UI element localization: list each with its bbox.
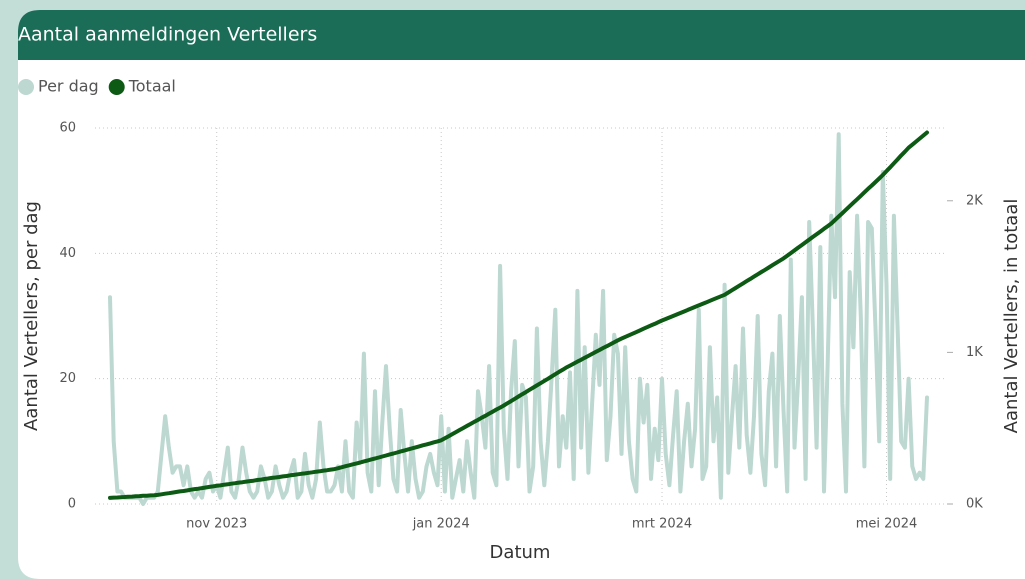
y-tick-label: 0 — [68, 497, 76, 512]
y-tick-label: 20 — [59, 371, 76, 386]
y-tick-label: 40 — [59, 246, 76, 261]
legend-marker — [18, 79, 34, 95]
x-tick-label: nov 2023 — [186, 517, 247, 532]
y2-tick-label: 0K — [966, 497, 983, 512]
legend-label: Totaal — [128, 77, 176, 96]
series-line — [108, 132, 929, 506]
y2-axis-title: Aantal Vertellers, in totaal — [1001, 199, 1022, 434]
y-axis-title: Aantal Vertellers, per dag — [21, 201, 42, 431]
y2-tick-label: 1K — [966, 345, 983, 360]
legend-label: Per dag — [38, 77, 99, 96]
x-axis-title: Datum — [490, 542, 551, 563]
series-line — [108, 130, 929, 500]
header-bar — [18, 10, 1025, 60]
y2-tick-label: 2K — [966, 193, 983, 208]
legend-marker — [108, 79, 125, 95]
x-tick-label: mei 2024 — [856, 517, 918, 532]
chart-title: Aantal aanmeldingen Vertellers — [18, 24, 317, 46]
x-tick-label: mrt 2024 — [632, 517, 692, 532]
x-tick-label: jan 2024 — [412, 517, 470, 532]
y-tick-label: 60 — [59, 121, 76, 136]
